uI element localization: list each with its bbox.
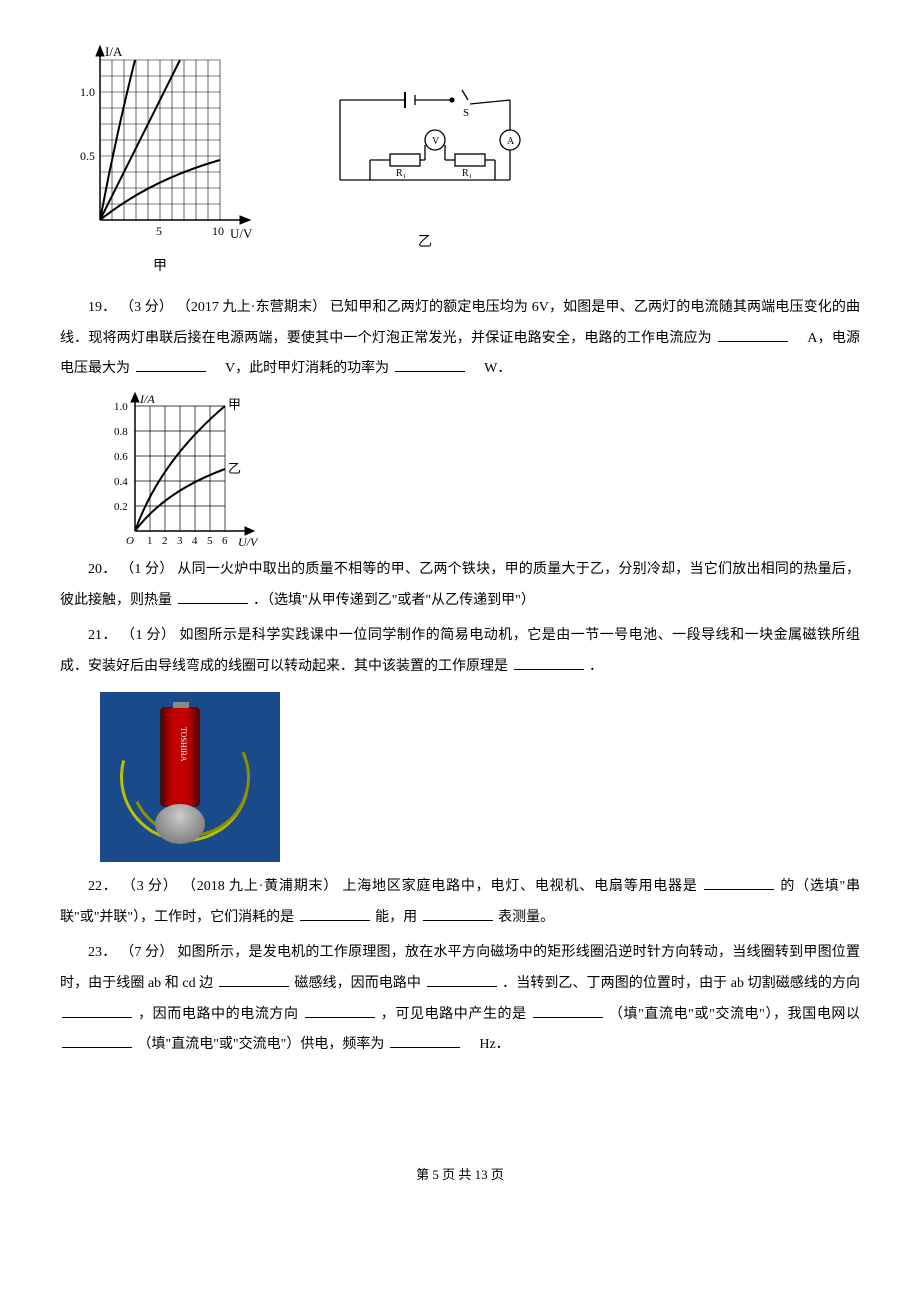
q19-source: （2017 九上·东营期末） [177, 300, 327, 315]
q21-t1: ． [589, 659, 603, 674]
question-23: 23． （7 分） 如图所示，是发电机的工作原理图，放在水平方向磁场中的矩形线圈… [60, 938, 860, 1061]
rleft-label: R₁ [396, 168, 406, 179]
q23-blank-6[interactable] [62, 1034, 132, 1048]
q23-blank-5[interactable] [533, 1004, 603, 1018]
battery-text: TOSHIBA [168, 727, 192, 762]
q23-t7: Hz． [465, 1037, 509, 1052]
figure-iv-small: I/A 1.0 0.8 0.6 0.4 0.2 O 1 2 3 4 5 6 U/… [100, 391, 860, 551]
q23-t5: （填"直流电"或"交流电"），我国电网以 [609, 1007, 860, 1022]
q23-t4: ，可见电路中产生的是 [381, 1007, 527, 1022]
f3-yt2: 0.6 [114, 451, 128, 463]
q21-blank-1[interactable] [514, 656, 584, 670]
question-22: 22． （3 分） （2018 九上·黄浦期末） 上海地区家庭电路中，电灯、电视… [60, 872, 860, 934]
q21-t0: 如图所示是科学实践课中一位同学制作的简易电动机，它是由一节一号电池、一段导线和一… [60, 628, 860, 674]
q22-source: （2018 九上·黄浦期末） [182, 879, 338, 894]
ytick-0: 0.5 [80, 149, 95, 163]
q23-t3: ，因而电路中的电流方向 [138, 1007, 299, 1022]
q19-blank-2[interactable] [136, 358, 206, 372]
q23-blank-4[interactable] [305, 1004, 375, 1018]
f3-xt5: 6 [222, 535, 228, 547]
figure2-caption: 乙 [320, 228, 530, 259]
question-20: 20． （1 分） 从同一火炉中取出的质量不相等的甲、乙两个铁块，甲的质量大于乙… [60, 555, 860, 617]
switch-label: S [463, 107, 469, 119]
q23-t1: 磁感线，因而电路中 [294, 976, 421, 991]
footer-b: 页 共 [439, 1167, 475, 1182]
f3-yt1: 0.4 [114, 476, 128, 488]
q19-t2: V，此时甲灯消耗的功率为 [211, 361, 389, 376]
voltmeter-label: V [432, 136, 440, 147]
circuit-svg: S V A R₁ R₁ [320, 80, 530, 210]
q19-t3: W． [470, 361, 511, 376]
ammeter-label: A [507, 136, 515, 147]
xtick-0: 5 [156, 224, 162, 238]
q20-t1: ．（选填"从甲传递到乙"或者"从乙传递到甲"） [253, 593, 535, 608]
q19-number: 19． [88, 300, 116, 315]
q19-blank-3[interactable] [395, 358, 465, 372]
figure-iv-chart: I/A 1.0 0.5 5 10 U/V 甲 [60, 40, 260, 283]
footer-a: 第 [416, 1167, 432, 1182]
f3-xt4: 5 [207, 535, 213, 547]
q23-blank-7[interactable] [390, 1034, 460, 1048]
figure-circuit: S V A R₁ R₁ 乙 [320, 80, 530, 259]
f3-xt2: 3 [177, 535, 183, 547]
f3-yt3: 0.8 [114, 426, 128, 438]
q23-number: 23． [88, 945, 116, 960]
q22-t3: 表测量。 [498, 910, 554, 925]
q22-blank-1[interactable] [704, 876, 774, 890]
q22-t0: 上海地区家庭电路中，电灯、电视机、电扇等用电器是 [342, 879, 697, 894]
question-19: 19． （3 分） （2017 九上·东营期末） 已知甲和乙两灯的额定电压均为 … [60, 293, 860, 385]
xtick-1: 10 [212, 224, 224, 238]
q23-t2: ．当转到乙、丁两图的位置时，由于 ab 切割磁感线的方向 [502, 976, 860, 991]
q19-blank-1[interactable] [718, 328, 788, 342]
ytick-1: 1.0 [80, 85, 95, 99]
q22-blank-2[interactable] [300, 907, 370, 921]
f3-xt3: 4 [192, 535, 198, 547]
f3-ylabel: I/A [139, 392, 155, 406]
q22-t2: 能，用 [375, 910, 417, 925]
f3-origin: O [126, 535, 134, 547]
motor-photo: TOSHIBA [100, 692, 280, 862]
q23-blank-1[interactable] [219, 973, 289, 987]
iv-chart-svg: I/A 1.0 0.5 5 10 U/V [60, 40, 260, 250]
q23-blank-2[interactable] [427, 973, 497, 987]
f3-xt0: 1 [147, 535, 153, 547]
q23-points: （7 分） [120, 945, 173, 960]
q20-blank-1[interactable] [178, 590, 248, 604]
q23-blank-3[interactable] [62, 1004, 132, 1018]
f3-yt0: 0.2 [114, 501, 128, 513]
f3-series-b: 乙 [228, 461, 241, 476]
footer-total: 13 [475, 1167, 488, 1182]
q19-points: （3 分） [120, 300, 173, 315]
iv-small-svg: I/A 1.0 0.8 0.6 0.4 0.2 O 1 2 3 4 5 6 U/… [100, 391, 270, 551]
figure1-caption: 甲 [60, 252, 260, 283]
f3-xlabel: U/V [238, 535, 259, 549]
rright-label: R₁ [462, 168, 472, 179]
footer-c: 页 [488, 1167, 504, 1182]
f3-xt1: 2 [162, 535, 168, 547]
q20-points: （1 分） [120, 562, 173, 577]
q20-number: 20． [88, 562, 116, 577]
f3-series-a: 甲 [228, 397, 241, 412]
q21-number: 21． [88, 628, 117, 643]
y-axis-label: I/A [105, 44, 123, 59]
question-21: 21． （1 分） 如图所示是科学实践课中一位同学制作的简易电动机，它是由一节一… [60, 621, 860, 683]
q21-points: （1 分） [121, 628, 175, 643]
page-footer: 第 5 页 共 13 页 [60, 1161, 860, 1190]
q22-points: （3 分） [122, 879, 178, 894]
x-axis-label: U/V [230, 226, 253, 241]
f3-yt4: 1.0 [114, 401, 128, 413]
q22-blank-3[interactable] [423, 907, 493, 921]
figure-row-1: I/A 1.0 0.5 5 10 U/V 甲 [60, 40, 860, 283]
q23-t6: （填"直流电"或"交流电"）供电，频率为 [138, 1037, 385, 1052]
q22-number: 22． [88, 879, 118, 894]
